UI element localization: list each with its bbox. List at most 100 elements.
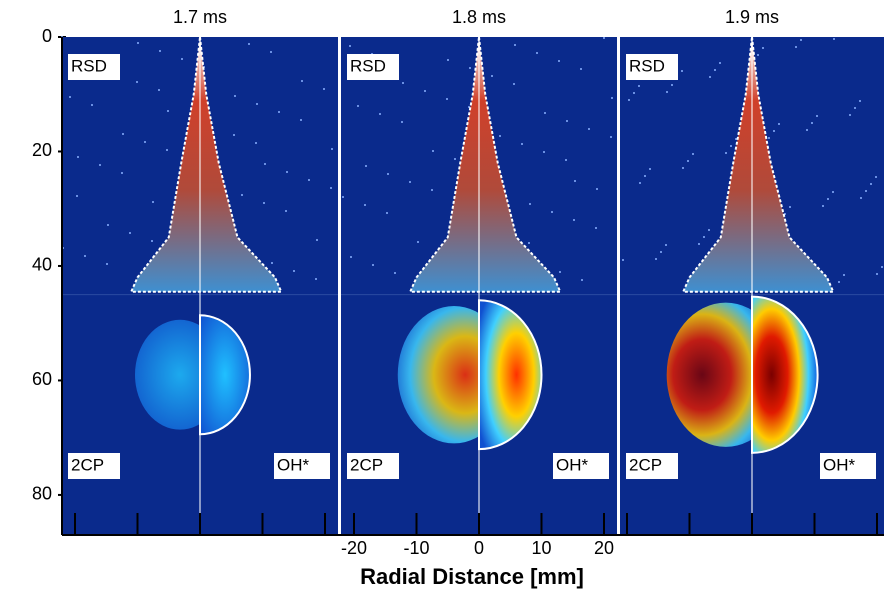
speckle (682, 167, 684, 169)
speckle (859, 100, 861, 102)
y-tick-label: 0 (42, 26, 52, 46)
speckle (666, 91, 668, 93)
speckle (349, 45, 351, 47)
speckle (603, 37, 605, 39)
speckle (806, 129, 808, 131)
speckle (565, 159, 567, 161)
label-box (347, 54, 399, 80)
speckle (121, 172, 123, 174)
speckle (167, 110, 169, 112)
speckle (372, 264, 374, 266)
speckle (278, 111, 280, 113)
speckle (365, 165, 367, 167)
speckle (843, 274, 845, 276)
speckle (865, 190, 867, 192)
speckle (350, 256, 352, 258)
speckle (271, 262, 273, 264)
speckle (596, 188, 598, 190)
speckle (574, 180, 576, 182)
panel (341, 36, 620, 535)
speckle (528, 242, 530, 244)
speckle (544, 112, 546, 114)
speckle (698, 243, 700, 245)
speckle (357, 105, 359, 107)
label-box (553, 453, 609, 479)
speckle (551, 211, 553, 213)
speckle (248, 43, 250, 45)
spray (408, 36, 562, 293)
speckle (417, 241, 419, 243)
panel-label: 2CP (71, 455, 104, 474)
speckle (795, 46, 797, 48)
speckle (811, 122, 813, 124)
speckle (719, 62, 721, 64)
speckle (499, 135, 501, 137)
speckle (379, 113, 381, 115)
speckle (491, 75, 493, 77)
speckle (692, 153, 694, 155)
speckle (401, 121, 403, 123)
speckle (137, 42, 139, 44)
speckle (152, 201, 154, 203)
panel-label: RSD (629, 56, 665, 75)
speckle (285, 210, 287, 212)
speckle (364, 204, 366, 206)
speckle (559, 271, 561, 273)
speckle (270, 51, 272, 53)
speckle (588, 128, 590, 130)
speckle (129, 232, 131, 234)
panel-label: OH* (556, 455, 589, 474)
speckle (709, 76, 711, 78)
speckle (454, 158, 456, 160)
speckle (513, 83, 515, 85)
speckle (730, 145, 732, 147)
flame-oh (478, 299, 543, 451)
x-tick-label: 20 (594, 538, 614, 558)
speckle (558, 60, 560, 62)
speckle (386, 212, 388, 214)
speckle (256, 103, 258, 105)
speckle (580, 68, 582, 70)
speckle (628, 99, 630, 101)
spray (129, 36, 283, 293)
speckle (424, 90, 426, 92)
speckle (639, 182, 641, 184)
speckle (402, 82, 404, 84)
speckle (822, 205, 824, 207)
speckle (633, 92, 635, 94)
panel-label: RSD (71, 56, 107, 75)
speckle (446, 98, 448, 100)
speckle (665, 244, 667, 246)
speckle (860, 197, 862, 199)
speckle (514, 44, 516, 46)
speckle (106, 263, 108, 265)
x-tick-label: 10 (531, 538, 551, 558)
speckle (69, 96, 71, 98)
speckle (789, 206, 791, 208)
speckle (233, 134, 235, 136)
speckle (773, 130, 775, 132)
x-axis-label: Radial Distance [mm] (360, 564, 584, 589)
label-box (347, 453, 399, 479)
speckle (854, 107, 856, 109)
label-box (274, 453, 330, 479)
speckle (330, 187, 332, 189)
speckle (800, 39, 802, 41)
panel (620, 36, 884, 535)
speckle (529, 203, 531, 205)
speckle (409, 181, 411, 183)
speckle (655, 258, 657, 260)
label-box (626, 453, 678, 479)
panel-title: 1.7 ms (173, 7, 227, 27)
speckle (447, 59, 449, 61)
speckle (875, 176, 877, 178)
speckle (881, 266, 883, 268)
speckle (159, 50, 161, 52)
speckle (521, 143, 523, 145)
flame-oh (199, 314, 251, 436)
y-tick-label: 40 (32, 255, 52, 275)
speckle (331, 148, 333, 150)
speckle (181, 58, 183, 60)
speckle (610, 136, 612, 138)
